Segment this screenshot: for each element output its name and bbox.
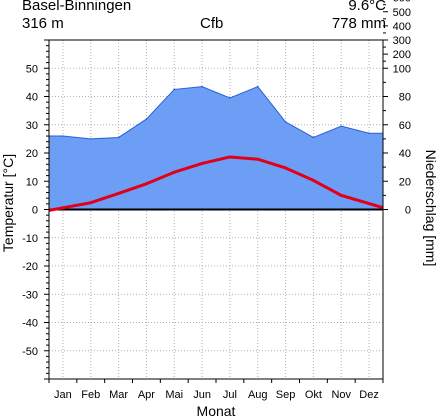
- temperature-tick-label: -10: [22, 233, 38, 245]
- precipitation-tick-label: 20: [399, 176, 411, 188]
- month-label-sep: Sep: [276, 389, 296, 401]
- precipitation-point-sep: [284, 121, 287, 123]
- temperature-series: [48, 155, 384, 212]
- temperature-tick-label: 20: [26, 148, 38, 160]
- temperature-tick-label: 40: [26, 92, 38, 104]
- mean-temperature: 9.6°C: [348, 0, 386, 14]
- month-label-jul: Jul: [223, 389, 237, 401]
- temperature-point-sep: [284, 166, 288, 170]
- month-label-dez: Dez: [359, 389, 379, 401]
- chart-axes: [44, 4, 388, 383]
- temperature-point-aug: [256, 157, 260, 161]
- precipitation-tick-label: 0: [405, 205, 411, 217]
- month-label-jan: Jan: [54, 389, 72, 401]
- gridlines: [49, 40, 383, 379]
- precipitation-tick-label: 200: [393, 49, 411, 61]
- month-label-mai: Mai: [165, 389, 183, 401]
- month-label-okt: Okt: [305, 389, 322, 401]
- precipitation-point-mar: [117, 136, 120, 139]
- temperature-point-mar: [117, 191, 121, 195]
- month-label-nov: Nov: [331, 389, 351, 401]
- tick-labels: -50-40-30-20-100102030405002040608010020…: [22, 0, 411, 401]
- temperature-tick-label: 0: [32, 205, 38, 217]
- precipitation-point-aug: [256, 85, 259, 88]
- month-label-apr: Apr: [138, 389, 155, 401]
- month-label-feb: Feb: [81, 389, 100, 401]
- precipitation-point-jan: [62, 135, 64, 137]
- precipitation-series: [49, 85, 383, 210]
- temperature-tick-label: -50: [22, 346, 38, 358]
- temperature-point-apr: [144, 182, 148, 186]
- precipitation-tick-label: 300: [393, 35, 411, 47]
- temperature-tick-label: 30: [26, 120, 38, 132]
- temperature-point-feb: [89, 201, 93, 205]
- month-label-jun: Jun: [193, 389, 211, 401]
- temperature-tick-label: -40: [22, 318, 38, 330]
- station-name: Basel-Binningen: [22, 0, 132, 14]
- month-label-aug: Aug: [248, 389, 268, 401]
- temperature-line: [48, 155, 384, 212]
- temperature-point-jul: [228, 155, 232, 159]
- precipitation-tick-label: 80: [399, 92, 411, 104]
- precipitation-point-mai: [173, 88, 176, 91]
- precipitation-point-okt: [312, 136, 315, 139]
- precipitation-point-jun: [201, 85, 203, 88]
- precipitation-point-apr: [145, 118, 148, 120]
- temperature-tick-label: 10: [26, 176, 38, 188]
- precipitation-tick-label: 400: [393, 21, 411, 33]
- station-elevation: 316 m: [22, 15, 64, 32]
- precipitation-tick-label: 600: [393, 0, 411, 5]
- y-axis-title-left: Temperatur [°C]: [0, 154, 16, 252]
- annual-precipitation: 778 mm: [331, 15, 386, 32]
- precipitation-tick-label: 60: [399, 120, 411, 132]
- x-axis-title: Monat: [197, 403, 236, 418]
- precipitation-point-feb: [89, 138, 92, 140]
- precipitation-point-dez: [368, 132, 370, 135]
- precipitation-line: [49, 86, 383, 140]
- temperature-point-jan: [61, 206, 65, 210]
- precipitation-point-nov: [340, 125, 343, 127]
- temperature-point-jun: [200, 161, 204, 165]
- temperature-tick-label: -20: [22, 261, 38, 273]
- temperature-tick-label: 50: [26, 63, 38, 75]
- precipitation-tick-label: 500: [393, 7, 411, 19]
- precipitation-point-jul: [229, 97, 231, 99]
- precipitation-tick-label: 100: [393, 63, 411, 75]
- precipitation-area: [49, 86, 383, 210]
- temperature-point-dez: [367, 202, 371, 206]
- temperature-point-nov: [339, 193, 343, 197]
- month-label-mar: Mar: [109, 389, 128, 401]
- precipitation-tick-label: 40: [399, 148, 411, 160]
- temperature-point-okt: [311, 178, 315, 182]
- climate-classification: Cfb: [200, 15, 224, 32]
- temperature-tick-label: -30: [22, 289, 38, 301]
- temperature-point-mai: [172, 170, 176, 174]
- y-axis-title-right: Niederschlag [mm]: [423, 150, 439, 267]
